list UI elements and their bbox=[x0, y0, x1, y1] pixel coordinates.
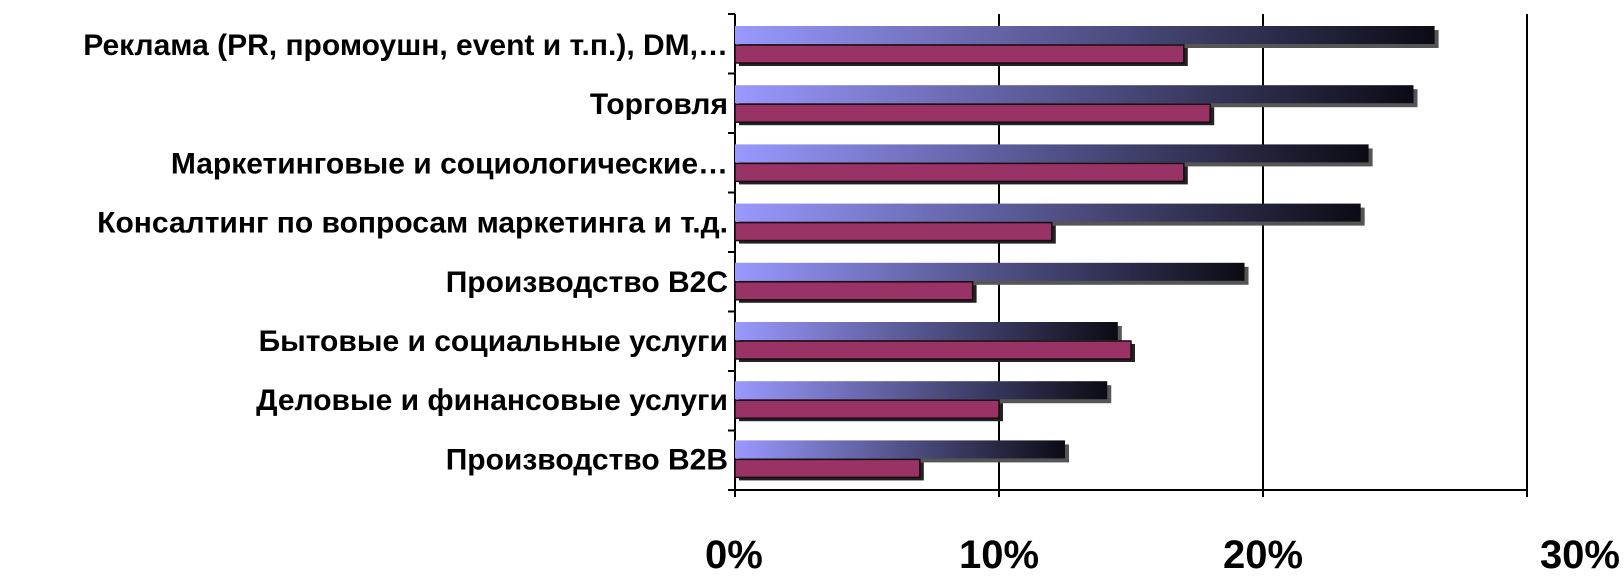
bar-series-1 bbox=[735, 85, 1414, 104]
category-label: Бытовые и социальные услуги bbox=[259, 325, 728, 358]
bar-series-1 bbox=[735, 381, 1108, 400]
bar-series-2 bbox=[734, 281, 974, 301]
category-label: Деловые и финансовые услуги bbox=[256, 384, 728, 417]
category-label: Производство B2C bbox=[446, 266, 728, 299]
bar-series-2 bbox=[734, 44, 1185, 64]
bar-series-1 bbox=[735, 440, 1065, 459]
bar-series-2 bbox=[734, 458, 921, 479]
bar-series-2 bbox=[734, 221, 1053, 242]
bar-series-2 bbox=[734, 399, 1000, 419]
bar-series-2 bbox=[734, 162, 1185, 183]
x-tick-label: 0% bbox=[705, 533, 763, 577]
bar-series-2 bbox=[734, 340, 1132, 360]
category-label: Торговля bbox=[590, 88, 728, 121]
bar-series-1 bbox=[735, 322, 1118, 340]
bar-series-2 bbox=[734, 103, 1211, 123]
bar-series-1 bbox=[735, 262, 1245, 281]
bar-series-1 bbox=[735, 26, 1435, 44]
category-label: Производство B2B bbox=[446, 443, 728, 476]
x-tick-label: 20% bbox=[1223, 533, 1303, 577]
x-tick-labels: 0% 10% 20% 30% bbox=[705, 533, 1620, 577]
bar-series-1 bbox=[735, 203, 1361, 222]
bar-series-1 bbox=[735, 144, 1369, 163]
category-label: Маркетинговые и социологические… bbox=[171, 147, 728, 180]
x-tick-label: 10% bbox=[959, 533, 1039, 577]
category-label: Реклама (PR, промоушн, event и т.п.), DM… bbox=[83, 29, 728, 62]
category-labels: Реклама (PR, промоушн, event и т.п.), DM… bbox=[83, 29, 728, 476]
x-tick-label: 30% bbox=[1540, 533, 1620, 577]
bars bbox=[734, 26, 1439, 481]
category-label: Консалтинг по вопросам маркетинга и т.д. bbox=[97, 207, 728, 240]
